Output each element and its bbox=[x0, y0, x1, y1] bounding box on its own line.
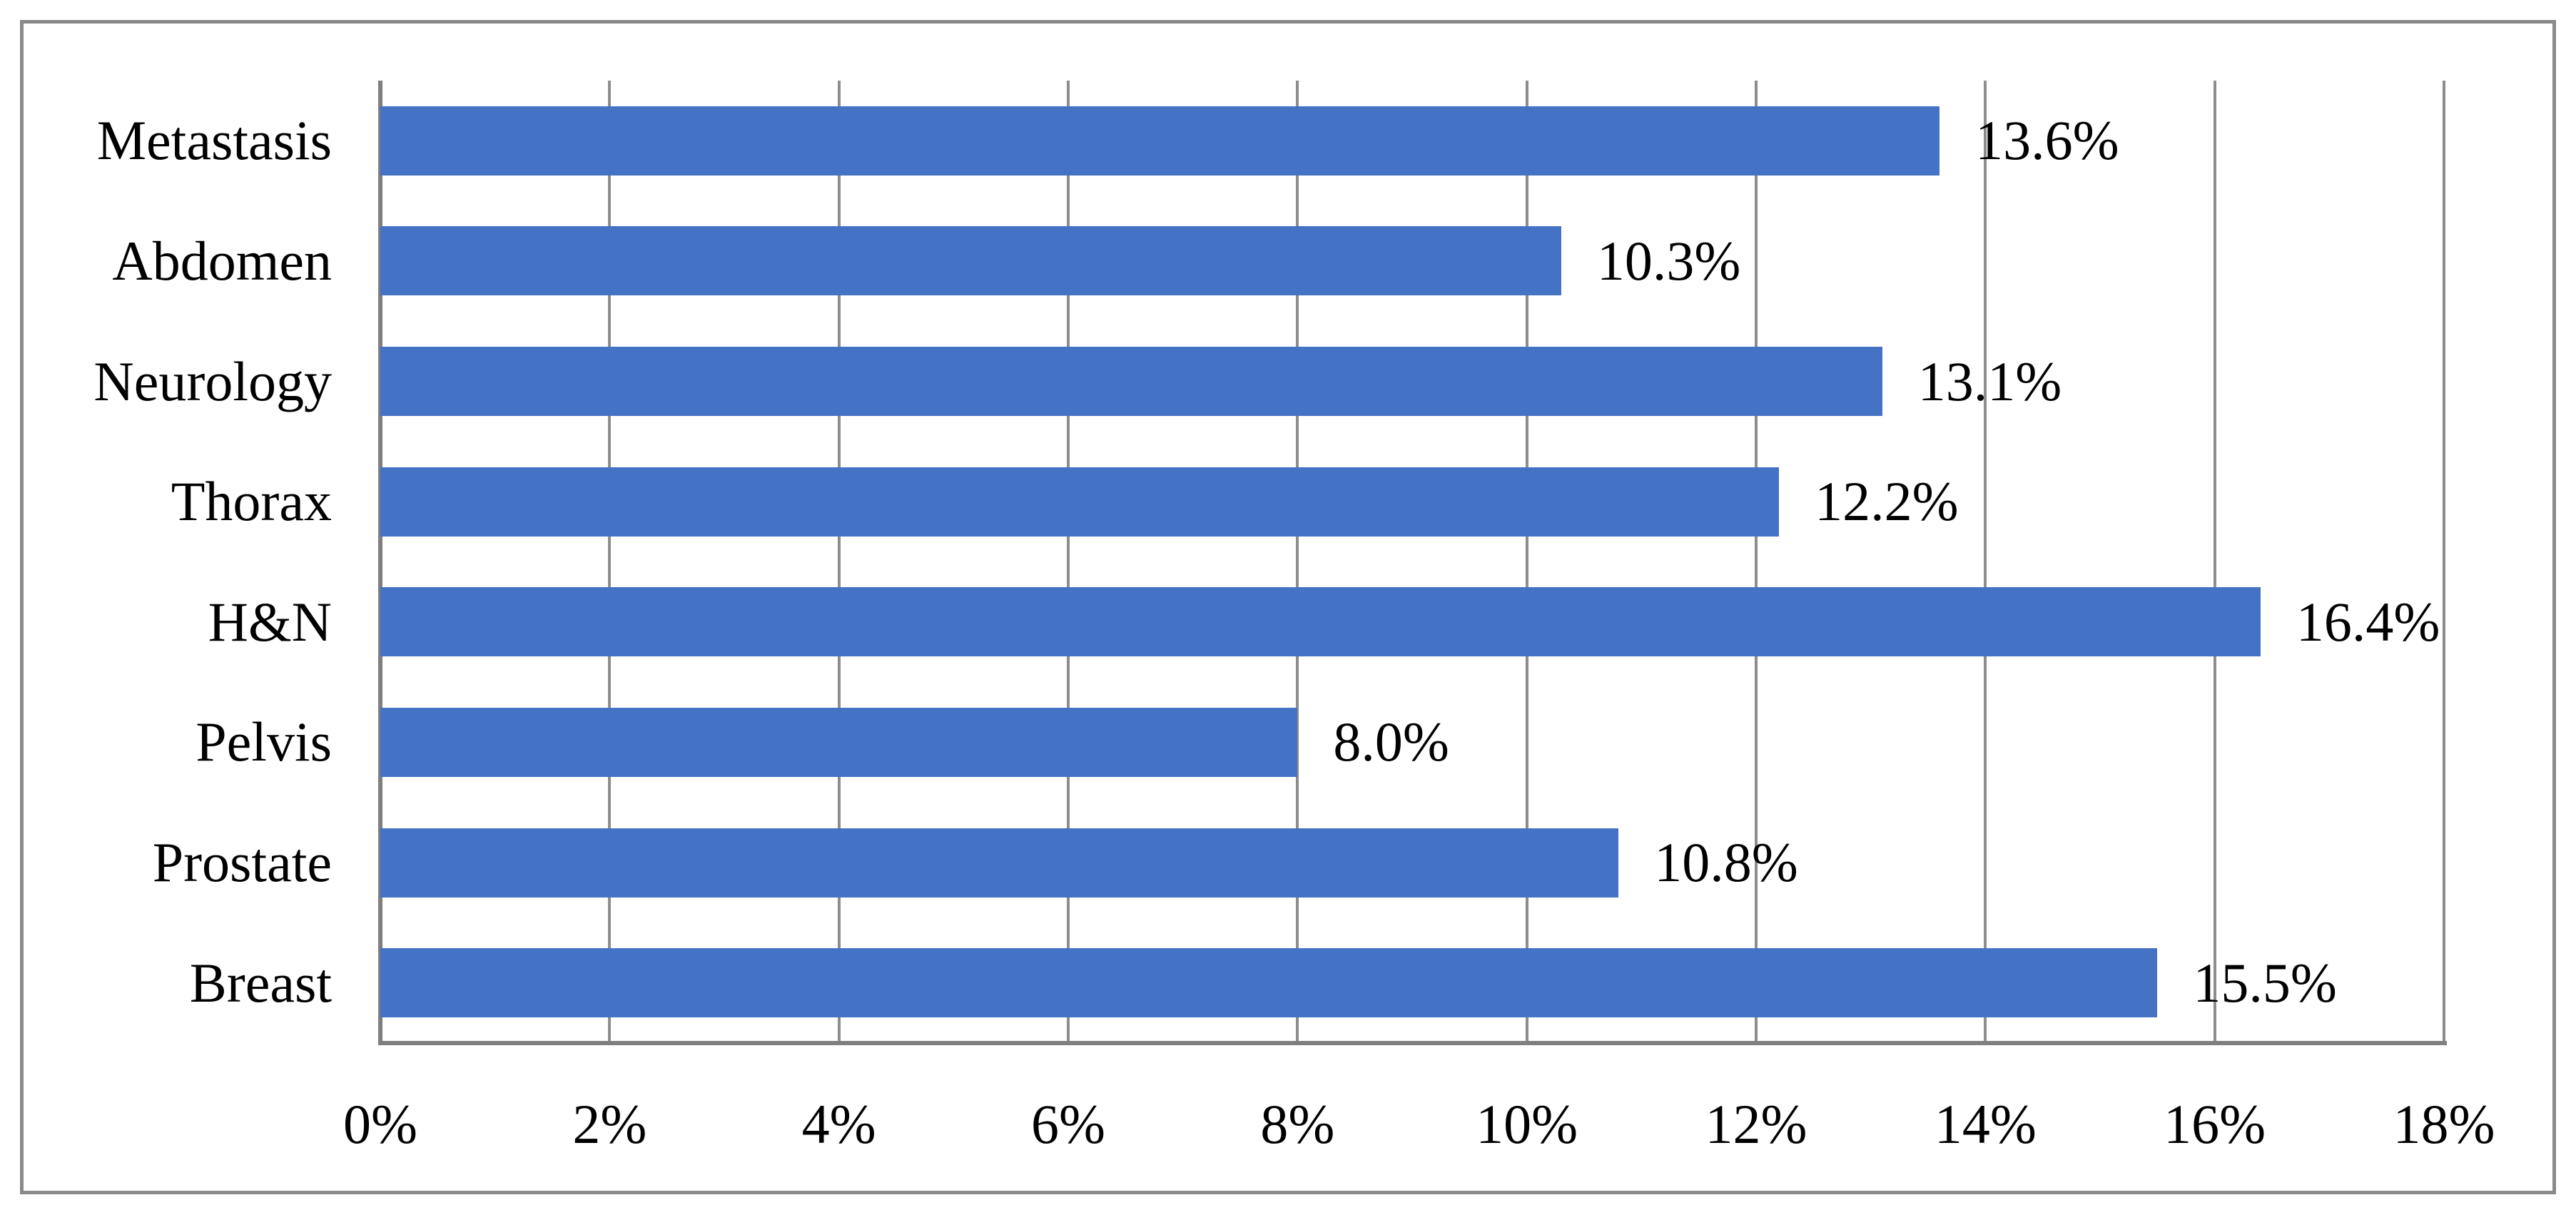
bar bbox=[380, 587, 2261, 657]
y-axis-line bbox=[378, 81, 382, 1045]
x-tick-label: 6% bbox=[1031, 1092, 1105, 1155]
category-label: Pelvis bbox=[196, 711, 332, 773]
gridline-16pct bbox=[2213, 81, 2216, 1043]
gridline-6pct bbox=[1067, 81, 1070, 1043]
category-label: Neurology bbox=[93, 350, 332, 412]
data-label: 15.5% bbox=[2193, 951, 2337, 1014]
bar bbox=[380, 226, 1561, 296]
x-tick-label: 16% bbox=[2164, 1092, 2266, 1155]
gridline-4pct bbox=[837, 81, 841, 1043]
x-tick-label: 4% bbox=[801, 1092, 876, 1155]
data-label: 8.0% bbox=[1333, 711, 1449, 773]
x-tick-label: 2% bbox=[572, 1092, 647, 1155]
x-axis-line bbox=[378, 1041, 2447, 1045]
bar bbox=[380, 467, 1780, 537]
data-label: 10.3% bbox=[1596, 229, 1741, 292]
plot-area bbox=[380, 81, 2444, 1043]
data-label: 16.4% bbox=[2296, 590, 2440, 653]
bar bbox=[380, 106, 1940, 176]
x-tick-label: 18% bbox=[2393, 1092, 2495, 1155]
x-tick-label: 14% bbox=[1934, 1092, 2037, 1155]
bar bbox=[380, 828, 1619, 898]
gridline-8pct bbox=[1296, 81, 1299, 1043]
category-label: Prostate bbox=[152, 831, 332, 894]
bar bbox=[380, 347, 1882, 417]
category-label: Thorax bbox=[171, 470, 332, 533]
gridline-14pct bbox=[1984, 81, 1987, 1043]
category-label: H&N bbox=[208, 590, 332, 653]
x-tick-label: 8% bbox=[1260, 1092, 1335, 1155]
x-tick-label: 12% bbox=[1705, 1092, 1807, 1155]
x-tick-label: 10% bbox=[1476, 1092, 1578, 1155]
data-label: 12.2% bbox=[1815, 470, 1959, 533]
data-label: 13.6% bbox=[1975, 109, 2119, 172]
bar bbox=[380, 948, 2158, 1018]
data-label: 10.8% bbox=[1654, 831, 1798, 894]
gridline-12pct bbox=[1755, 81, 1758, 1043]
data-label: 13.1% bbox=[1917, 350, 2062, 412]
category-label: Abdomen bbox=[112, 229, 332, 292]
x-tick-label: 0% bbox=[343, 1092, 417, 1155]
gridline-2pct bbox=[608, 81, 612, 1043]
bar bbox=[380, 707, 1298, 777]
gridline-10pct bbox=[1525, 81, 1528, 1043]
chart-outer-border bbox=[20, 20, 2556, 1194]
gridline-18pct bbox=[2443, 81, 2445, 1043]
category-label: Breast bbox=[189, 951, 332, 1014]
category-label: Metastasis bbox=[96, 109, 332, 172]
